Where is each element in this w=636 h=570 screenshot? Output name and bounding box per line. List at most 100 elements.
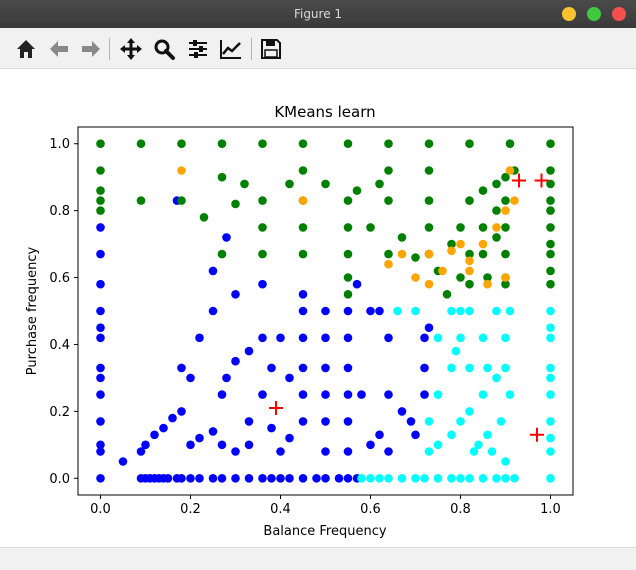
data-point <box>217 390 227 399</box>
data-point <box>424 223 434 232</box>
zoom-button[interactable] <box>151 36 177 62</box>
data-point <box>357 390 366 399</box>
data-point <box>285 373 294 383</box>
data-point <box>343 223 353 232</box>
data-point <box>546 179 555 189</box>
data-point <box>465 256 474 266</box>
data-point <box>244 346 254 356</box>
edit-axes-button[interactable] <box>218 36 244 62</box>
data-point <box>343 417 353 426</box>
data-point <box>397 233 407 242</box>
forward-button[interactable] <box>78 36 104 62</box>
magnifier-icon <box>154 39 175 60</box>
minimize-button[interactable] <box>562 7 576 21</box>
data-point <box>420 333 429 343</box>
maximize-button[interactable] <box>587 7 601 21</box>
data-point <box>451 346 461 356</box>
data-point <box>240 179 249 189</box>
data-point <box>177 363 186 373</box>
back-button[interactable] <box>46 36 72 62</box>
status-bar <box>0 547 636 570</box>
data-point <box>546 239 555 249</box>
data-point <box>375 179 384 189</box>
data-point <box>298 306 308 316</box>
data-point <box>438 266 447 276</box>
x-tick-label: 0.2 <box>180 502 201 517</box>
data-point <box>546 363 555 373</box>
data-point <box>298 390 308 399</box>
data-point <box>231 290 240 299</box>
data-point <box>456 417 465 426</box>
data-point <box>501 273 510 282</box>
y-tick-label: 1.0 <box>49 137 70 152</box>
subplots-button[interactable] <box>185 36 211 62</box>
data-point <box>231 199 240 209</box>
data-point <box>163 474 173 483</box>
data-point <box>465 139 474 148</box>
data-point <box>465 407 474 416</box>
data-point <box>492 233 501 242</box>
data-point <box>424 249 434 259</box>
data-point <box>424 166 434 175</box>
data-point <box>96 306 105 316</box>
data-point <box>136 139 146 148</box>
data-point <box>208 474 218 483</box>
save-button[interactable] <box>258 36 284 62</box>
data-point <box>424 279 434 289</box>
data-point <box>217 139 227 148</box>
sliders-icon <box>189 40 207 58</box>
data-point <box>195 433 204 443</box>
close-button[interactable] <box>612 7 626 21</box>
data-point <box>478 390 488 399</box>
y-tick-label: 0.0 <box>49 472 70 487</box>
data-point <box>217 474 227 483</box>
data-point <box>343 290 353 299</box>
line-chart-icon <box>220 40 241 59</box>
axis-ticks: 0.0 0.2 0.4 0.6 0.8 1.0 0.0 0.2 0.4 0.6 0.8 1.0 <box>49 137 561 517</box>
data-point <box>285 433 294 443</box>
data-point <box>546 390 555 399</box>
data-point <box>276 474 285 483</box>
x-tick-label: 0.6 <box>360 502 381 517</box>
toolbar-separator <box>109 38 110 60</box>
data-point <box>195 474 204 483</box>
data-point <box>298 249 308 259</box>
y-tick-label: 0.6 <box>49 271 70 286</box>
data-point <box>501 333 510 343</box>
data-point <box>276 447 285 456</box>
data-point <box>258 333 267 343</box>
data-point <box>177 196 186 205</box>
data-point <box>411 306 420 316</box>
data-point <box>424 417 434 426</box>
home-button[interactable] <box>13 36 39 62</box>
data-point <box>442 290 452 299</box>
scatter-chart: 0.0 0.2 0.4 0.6 0.8 1.0 0.0 0.2 0.4 0.6 0.8 1.0 KMe… <box>25 103 574 539</box>
arrow-right-icon <box>82 41 100 57</box>
data-point <box>433 390 443 399</box>
data-point <box>298 417 308 426</box>
data-point <box>343 474 353 483</box>
data-point <box>222 233 231 242</box>
data-point <box>420 390 429 399</box>
data-point <box>177 166 186 175</box>
data-point <box>465 279 474 289</box>
data-point <box>96 139 105 148</box>
data-point <box>496 417 506 426</box>
data-point <box>208 427 218 436</box>
data-point <box>159 423 168 433</box>
data-point <box>352 279 362 289</box>
data-point <box>96 417 105 426</box>
move-icon <box>120 38 142 60</box>
data-point <box>298 223 308 232</box>
data-point <box>375 474 384 483</box>
data-point <box>96 196 105 205</box>
data-point <box>447 363 456 373</box>
data-point <box>321 363 330 373</box>
data-point <box>510 196 519 205</box>
pan-button[interactable] <box>118 36 144 62</box>
data-point <box>420 363 429 373</box>
data-point <box>267 423 276 433</box>
data-point <box>96 206 105 215</box>
data-point <box>456 273 465 282</box>
data-point <box>420 474 429 483</box>
